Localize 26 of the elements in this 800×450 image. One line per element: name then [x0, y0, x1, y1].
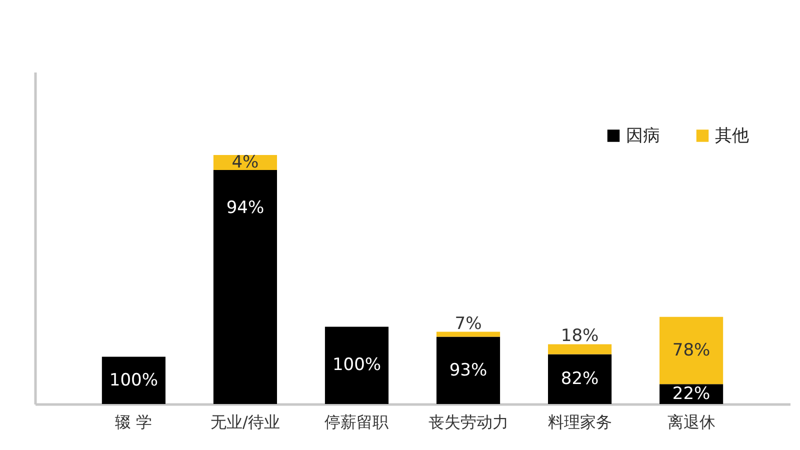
bar	[436, 336, 500, 404]
x-tick-label: 停薪留职	[324, 412, 389, 432]
legend-label: 因病	[626, 126, 660, 146]
x-tick-label: 丧失劳动力	[428, 412, 508, 432]
bar	[548, 354, 612, 404]
annotation: 82%	[560, 369, 599, 390]
bar	[436, 332, 500, 337]
annotation: 7%	[454, 314, 482, 334]
x-tick-label: 辍 学	[115, 412, 152, 432]
x-tick-label: 料理家务	[548, 412, 612, 432]
bar	[548, 344, 612, 354]
annotation: 93%	[449, 360, 488, 380]
bar	[324, 326, 389, 404]
annotation: 22%	[672, 384, 710, 404]
annotation: 100%	[332, 354, 382, 375]
bar	[102, 356, 166, 404]
x-tick-label: 离退休	[667, 412, 716, 432]
annotation: 94%	[226, 198, 264, 218]
bar	[213, 170, 277, 404]
annotation: 18%	[560, 326, 599, 346]
bar	[660, 316, 724, 384]
x-tick-label: 无业/待业	[210, 412, 280, 432]
annotation: 4%	[232, 152, 259, 172]
annotation: 100%	[109, 370, 158, 390]
annotation: 78%	[672, 340, 710, 360]
legend-label: 其他	[715, 126, 749, 146]
